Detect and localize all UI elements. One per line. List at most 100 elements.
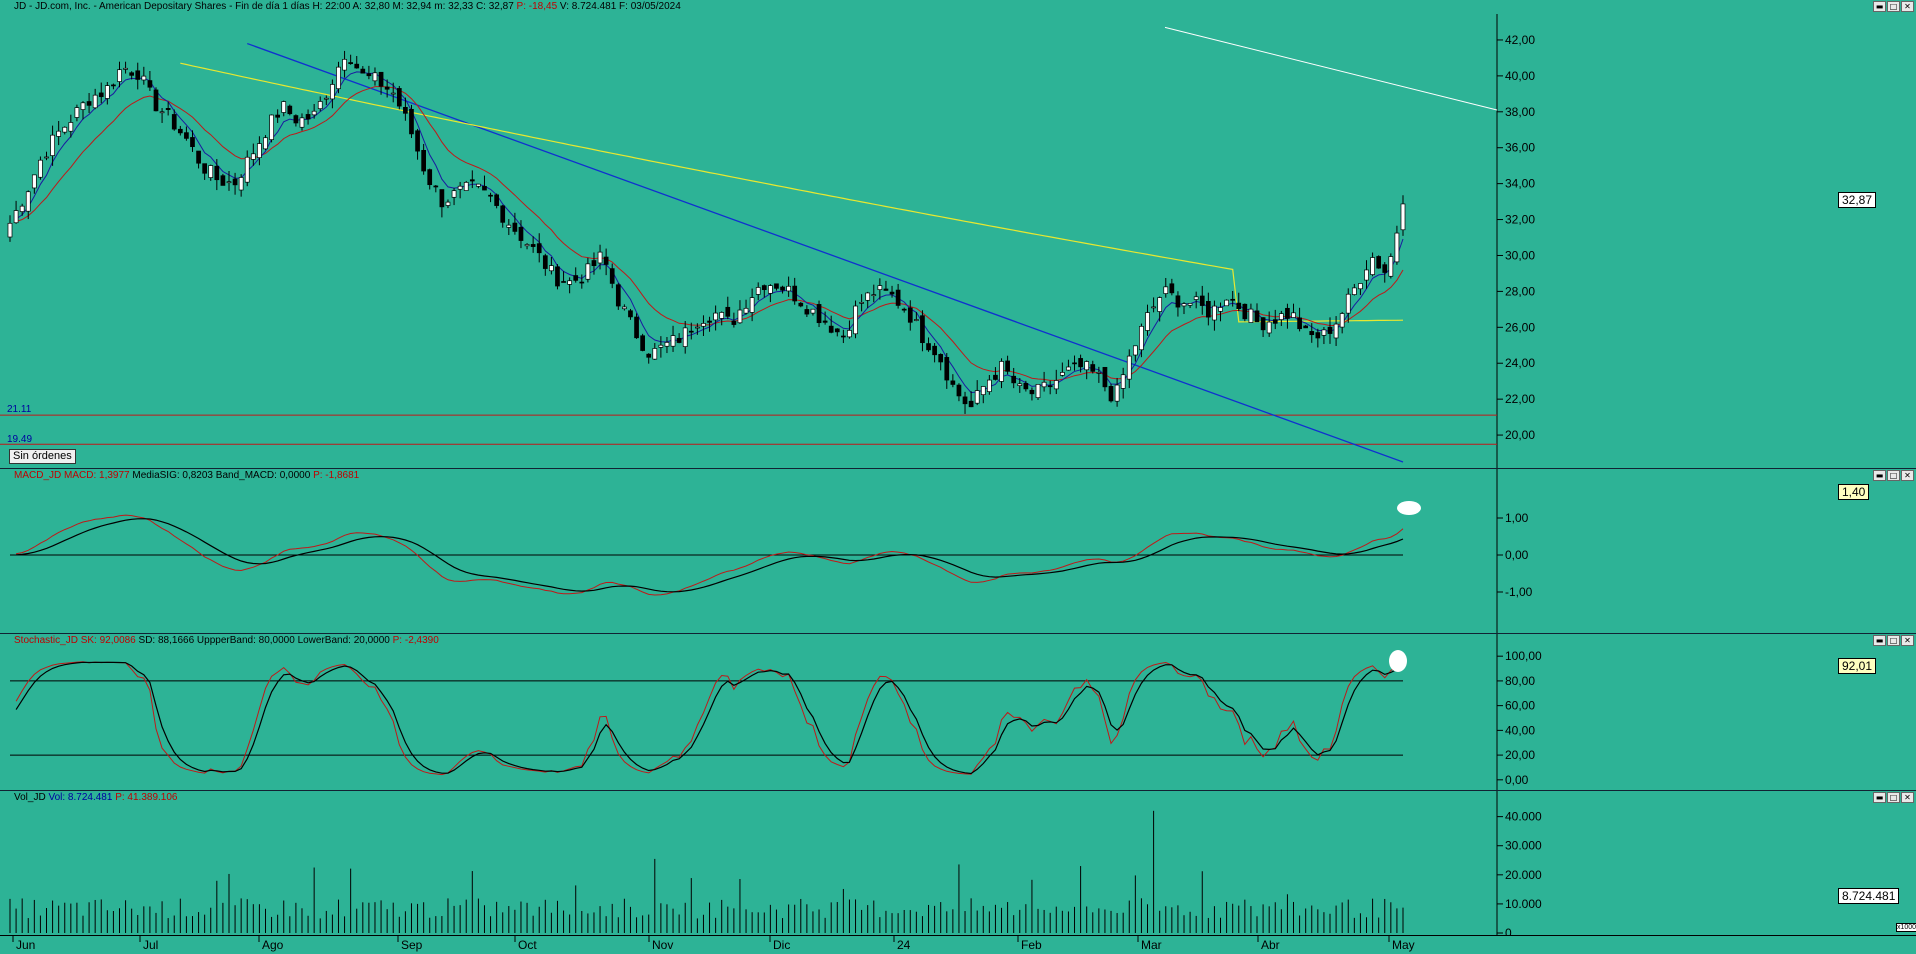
candle-body <box>1266 321 1272 334</box>
candle-body <box>1181 303 1187 307</box>
candle-body <box>1303 325 1309 329</box>
candle-body <box>482 185 487 191</box>
candle-body <box>1096 372 1102 374</box>
macd-chart[interactable]: -1,00 0,00 1,00 <box>0 469 1916 634</box>
candle-body <box>609 268 615 284</box>
candle-body <box>847 330 852 338</box>
price-y-tick-label: 36,00 <box>1505 141 1535 155</box>
last-price-badge: 32,87 <box>1838 192 1877 208</box>
candle-body <box>914 319 919 321</box>
candle-body <box>1230 298 1236 301</box>
macd-panel: MACD_JD MACD: 1,3977 MediaSIG: 0,8203 Ba… <box>0 468 1916 634</box>
candle-body <box>153 89 159 112</box>
candle-body <box>804 309 810 315</box>
candle-body <box>1218 307 1223 312</box>
date-axis-label: Ago <box>262 938 284 952</box>
volume-chart[interactable]: 0 10.000 20.000 30.000 40.000 <box>0 791 1916 936</box>
orders-status[interactable]: Sin órdenes <box>9 449 76 464</box>
candle-body <box>828 325 834 333</box>
candle-body <box>1005 360 1010 372</box>
candle-body <box>597 251 603 264</box>
candle-body <box>1145 312 1150 331</box>
candle-body <box>780 286 785 291</box>
candle-body <box>1078 358 1083 368</box>
candle-body <box>980 386 986 396</box>
price-chart[interactable]: 20,00 22,00 24,00 26,00 28,00 30,00 32,00 34,00… <box>0 0 1916 468</box>
candle-body <box>853 305 858 335</box>
minimize-button[interactable]: ▬ <box>1873 1 1886 12</box>
date-axis-label: Oct <box>518 938 537 952</box>
close-button[interactable]: ✕ <box>1901 1 1914 12</box>
candle-body <box>871 294 877 297</box>
candle-body <box>38 159 43 178</box>
candle-body <box>834 328 840 333</box>
candle-body <box>993 374 998 380</box>
candle-body <box>275 114 281 118</box>
price-y-tick-label: 30,00 <box>1505 248 1535 262</box>
maximize-button[interactable]: □ <box>1887 792 1900 803</box>
candle-body <box>646 353 652 358</box>
candle-body <box>1035 384 1041 399</box>
candle-body <box>695 326 700 329</box>
candle-body <box>123 67 128 70</box>
candle-body <box>384 86 390 90</box>
stochastic-chart[interactable]: 0,00 20,00 40,00 60,00 80,00 100,00 <box>0 634 1916 791</box>
candle-body <box>104 85 110 99</box>
candle-body <box>1315 332 1321 339</box>
volume-y-tick-label: 40.000 <box>1505 810 1542 824</box>
minimize-button[interactable]: ▬ <box>1873 635 1886 646</box>
candle-body <box>1023 383 1029 390</box>
minimize-button[interactable]: ▬ <box>1873 470 1886 481</box>
price-panel: JD - JD.com, Inc. - American Depositary … <box>0 0 1916 468</box>
candle-body <box>299 117 305 128</box>
maximize-button[interactable]: □ <box>1887 470 1900 481</box>
close-button[interactable]: ✕ <box>1901 470 1914 481</box>
candle-body <box>634 316 639 339</box>
volume-y-tick-label: 20.000 <box>1505 868 1542 882</box>
stochastic-sk-value: SK: 92,0086 <box>80 635 136 646</box>
candle-body <box>439 189 445 208</box>
candle-body <box>311 110 317 116</box>
price-y-tick-label: 22,00 <box>1505 392 1535 406</box>
volume-panel-title: Vol_JD Vol: 8.724.481 P: 41.389.106 <box>14 792 177 803</box>
candle-body <box>1029 389 1035 395</box>
candle-body <box>1358 283 1363 290</box>
candle-body <box>354 63 360 69</box>
candle-body <box>749 297 755 313</box>
close-button[interactable]: ✕ <box>1901 635 1914 646</box>
date-axis-label: Feb <box>1021 938 1042 952</box>
candle-body <box>1102 366 1108 388</box>
date-axis-label: Sep <box>401 938 423 952</box>
candle-body <box>628 310 633 318</box>
candle-body <box>1291 312 1296 318</box>
candle-body <box>536 243 542 254</box>
stochastic-y-tick-label: 20,00 <box>1505 748 1535 762</box>
low-value: m: 32,33 <box>434 1 474 12</box>
minimize-button[interactable]: ▬ <box>1873 792 1886 803</box>
symbol-label: JD - JD.com, Inc. - American Depositary … <box>14 1 310 12</box>
candle-body <box>822 320 828 323</box>
candle-body <box>366 73 372 77</box>
candle-body <box>1400 203 1406 231</box>
stochastic-panel-title: Stochastic_JD SK: 92,0086 SD: 88,1666 Up… <box>14 635 439 646</box>
candle-body <box>433 185 439 188</box>
date-axis: Jun Jul Ago Sep Oct Nov Dic 24 Feb Mar Abr May <box>0 935 1916 954</box>
candle-body <box>1321 329 1327 336</box>
candle-body <box>232 178 238 186</box>
candle-body <box>50 134 55 156</box>
candle-body <box>1376 256 1382 269</box>
candle-body <box>1260 317 1266 331</box>
maximize-button[interactable]: □ <box>1887 1 1900 12</box>
candle-body <box>956 384 962 397</box>
stochastic-window-buttons: ▬ □ ✕ <box>1873 635 1914 646</box>
candle-body <box>786 285 791 292</box>
stochastic-y-tick-label: 40,00 <box>1505 723 1535 737</box>
candle-body <box>1132 345 1138 356</box>
candle-body <box>1157 297 1163 312</box>
time-value: H: 22:00 <box>312 1 351 12</box>
candle-body <box>403 106 408 114</box>
candle-body <box>670 335 676 347</box>
maximize-button[interactable]: □ <box>1887 635 1900 646</box>
candle-body <box>25 191 31 212</box>
close-button[interactable]: ✕ <box>1901 792 1914 803</box>
